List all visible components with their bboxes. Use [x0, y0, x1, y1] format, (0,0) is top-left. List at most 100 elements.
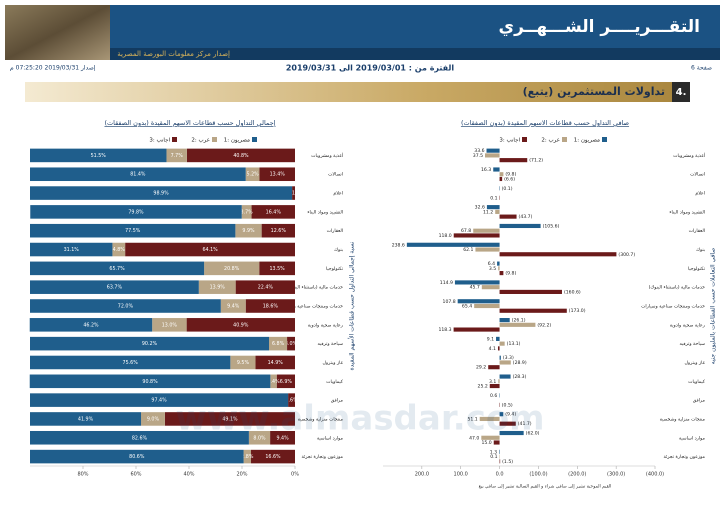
- category-label: بنوك: [696, 248, 705, 253]
- data-label: (28.9): [513, 360, 527, 366]
- data-label: 18.6%: [263, 304, 279, 310]
- x-tick-label: 20%: [236, 472, 247, 478]
- legend-label: مصريون :1: [224, 138, 250, 144]
- data-label: 6.9%: [280, 379, 293, 385]
- y-axis-title: نسبة إجمالي التداول حسب قطاعات الأسهم ال…: [348, 241, 356, 370]
- data-label: 22.4%: [258, 285, 274, 291]
- report-subtitle: إصدار مركز معلومات البورصة المصرية: [117, 50, 230, 58]
- report-title: التقـــريــــر الشـــهــري: [499, 17, 700, 37]
- category-label: تكنولوجيا: [326, 266, 344, 272]
- x-tick-label: 40%: [183, 472, 194, 478]
- x-tick-label: 0.0: [496, 472, 504, 478]
- category-label: تكنولوجيا: [688, 266, 706, 272]
- category-label: موزعون وتجارة تجزئة: [302, 455, 344, 460]
- chart-title: صافي التداول حسب قطاعات الاسهم المقيدة (…: [461, 119, 630, 127]
- data-label: 79.8%: [128, 209, 144, 215]
- category-label: التشييد ومواد البناء: [307, 210, 343, 215]
- bar: [482, 285, 500, 289]
- legend-swatch: [602, 137, 607, 142]
- data-label: 6.8%: [272, 341, 285, 347]
- bar: [487, 149, 500, 153]
- legend-label: عرب :2: [191, 138, 210, 144]
- data-label: 238.6: [392, 242, 405, 248]
- data-label: 118.3: [438, 327, 451, 333]
- data-label: 0.1: [490, 454, 497, 460]
- bar: [500, 360, 511, 364]
- data-label: (26.1): [512, 318, 526, 324]
- data-label: (160.6): [564, 289, 581, 295]
- legend-label: مصريون :1: [574, 138, 600, 144]
- bar: [474, 304, 499, 308]
- bar: [498, 266, 499, 270]
- category-label: بنوك: [334, 248, 343, 253]
- data-label: 97.4%: [151, 398, 167, 404]
- category-label: أغذية ومشروبات: [673, 152, 706, 159]
- bar: [487, 205, 500, 209]
- data-label: 9.1: [487, 336, 494, 342]
- data-label: (105.6): [543, 223, 560, 229]
- category-label: اتصالات: [690, 173, 705, 178]
- bar: [488, 365, 499, 369]
- data-label: 3.1: [489, 379, 496, 385]
- data-label: 5.2%: [247, 172, 260, 178]
- data-label: (173.0): [569, 308, 586, 314]
- data-label: 14.9%: [268, 360, 284, 366]
- category-label: كيماويات: [688, 379, 706, 385]
- category-label: رعاية صحية وادوية: [308, 323, 343, 328]
- data-label: 81.4%: [130, 172, 146, 178]
- bar: [500, 459, 501, 463]
- category-label: سياحة وترفيه: [680, 342, 706, 347]
- data-label: 45.7: [470, 285, 480, 291]
- data-label: 13.9%: [210, 285, 226, 291]
- category-label: خدمات مالية (باستثناء البنوك): [287, 285, 344, 291]
- data-label: 77.5%: [125, 228, 141, 234]
- data-label: 40.9%: [233, 322, 249, 328]
- data-label: 75.6%: [123, 360, 139, 366]
- legend-label: عرب :2: [541, 138, 560, 144]
- bar: [494, 440, 500, 444]
- data-label: (28.3): [513, 374, 527, 380]
- data-label: 16.6%: [265, 454, 281, 460]
- data-label: 9.9%: [242, 228, 255, 234]
- data-label: 9.0%: [147, 416, 160, 422]
- legend-swatch: [522, 137, 527, 142]
- category-label: سياحة وترفيه: [318, 342, 344, 347]
- x-tick-label: 60%: [130, 472, 141, 478]
- data-label: 51.5%: [91, 153, 107, 159]
- data-label: 16.3: [481, 167, 491, 173]
- data-label: 80.6%: [129, 454, 145, 460]
- data-label: (13.1): [507, 341, 521, 347]
- x-tick-label: 200.0: [415, 472, 429, 478]
- bar: [500, 374, 511, 378]
- x-tick-label: 100.0: [454, 472, 468, 478]
- bar: [500, 215, 517, 219]
- data-label: 16.4%: [266, 209, 282, 215]
- bar: [500, 323, 536, 327]
- legend-swatch: [212, 137, 217, 142]
- data-label: (9.8): [505, 271, 516, 277]
- bar: [490, 384, 500, 388]
- bar: [455, 280, 500, 284]
- category-label: العقارات: [327, 229, 343, 234]
- bar: [498, 346, 500, 350]
- data-label: (92.2): [537, 322, 551, 328]
- bar: [500, 177, 503, 181]
- category-label: اتصالات: [328, 173, 343, 178]
- category-label: خدمات مالية (باستثناء البنوك): [649, 285, 706, 291]
- category-label: أغذية ومشروبات: [311, 152, 344, 159]
- data-label: 7.7%: [171, 153, 184, 159]
- category-label: خدمات ومنتجات صناعية وسيارات: [641, 305, 705, 310]
- bar: [500, 158, 528, 162]
- chart-note: القيم الموجبة تشير إلى صافي شراء و القيم…: [479, 485, 612, 490]
- bar: [499, 450, 500, 454]
- data-label: 25.2: [478, 384, 488, 390]
- legend-swatch: [252, 137, 257, 142]
- data-label: 114.9: [440, 280, 453, 286]
- bar: [495, 210, 499, 214]
- bar: [500, 318, 510, 322]
- data-label: 12.6%: [271, 228, 287, 234]
- bar: [407, 243, 500, 247]
- data-label: 4.8%: [113, 247, 126, 253]
- bar: [485, 153, 500, 157]
- section-title: تداولات المستثمرين (يتبع): [523, 85, 665, 98]
